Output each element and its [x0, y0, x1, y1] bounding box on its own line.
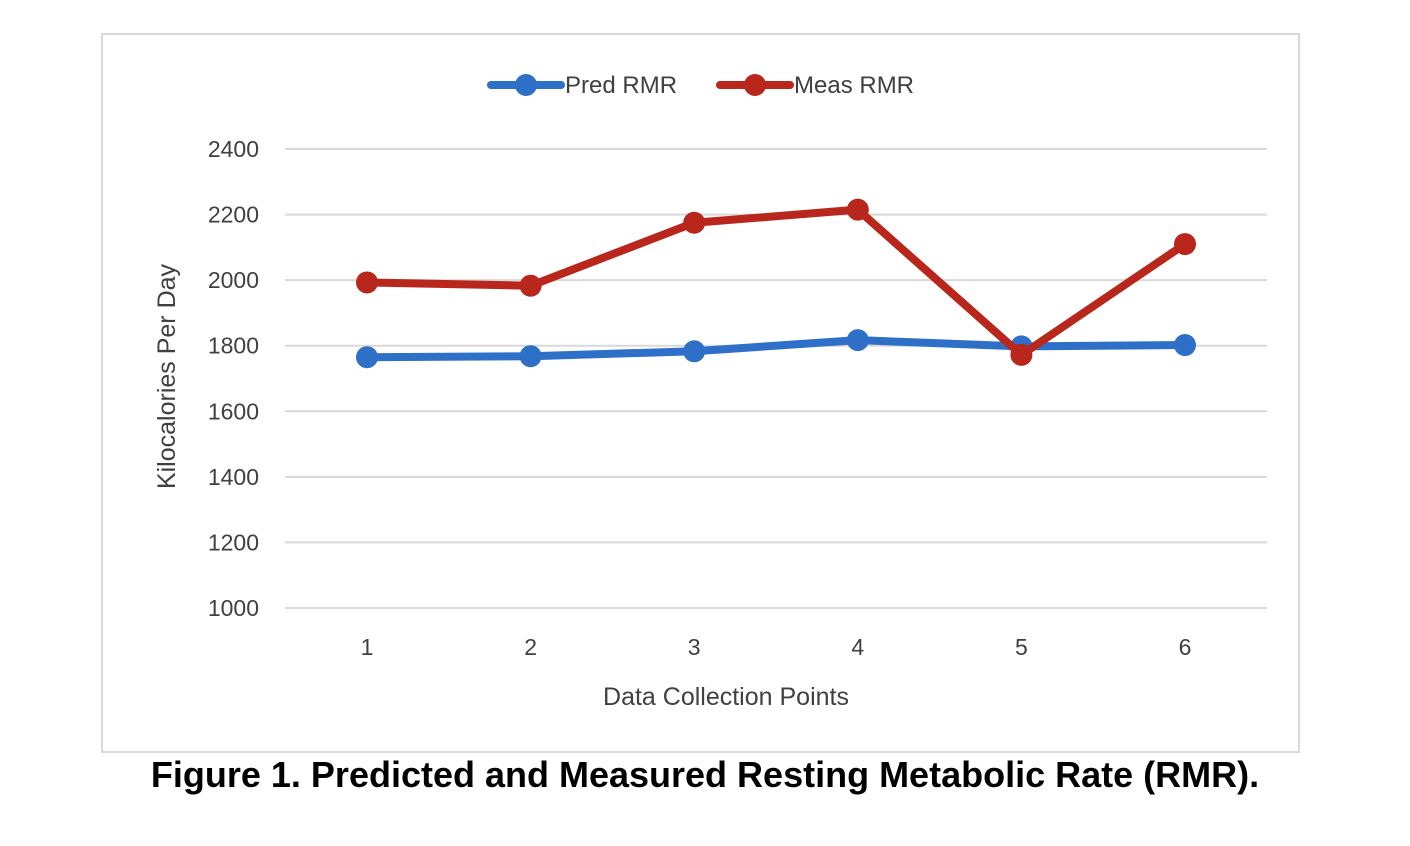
data-point	[1174, 233, 1196, 256]
legend-item: Pred RMR	[487, 72, 677, 99]
data-point	[683, 340, 706, 363]
y-tick-label: 2200	[208, 202, 259, 228]
x-tick-label: 1	[361, 634, 374, 660]
legend-item: Meas RMR	[716, 72, 914, 99]
data-point	[356, 346, 378, 369]
y-tick-label: 2400	[208, 136, 259, 162]
x-tick-label: 2	[524, 634, 537, 660]
legend-marker	[515, 74, 537, 96]
series-line	[363, 336, 1189, 362]
data-point	[519, 274, 542, 297]
data-point	[356, 271, 378, 294]
figure-caption: Figure 1. Predicted and Measured Resting…	[150, 754, 1260, 795]
x-tick-label: 3	[688, 634, 701, 660]
series-line	[363, 205, 1189, 359]
y-axis-title: Kilocalories Per Day	[153, 263, 181, 489]
x-tick-label: 4	[851, 634, 864, 660]
data-point	[519, 345, 542, 368]
y-tick-label: 1200	[208, 529, 259, 555]
legend: Pred RMR Meas RMR	[487, 72, 914, 99]
data-point	[846, 329, 869, 352]
x-tick-label: 6	[1179, 634, 1192, 660]
data-point	[1010, 343, 1033, 366]
legend-label: Pred RMR	[565, 72, 677, 99]
series-lines	[356, 198, 1196, 369]
y-tick-label: 2000	[208, 267, 259, 293]
x-axis-title: Data Collection Points	[603, 683, 849, 711]
y-tick-label: 1400	[208, 464, 259, 490]
series-meas-rmr	[356, 198, 1196, 366]
data-point	[846, 198, 869, 221]
y-tick-label: 1600	[208, 398, 259, 424]
data-point	[1174, 334, 1196, 357]
x-tick-labels: 1 2 3 4 5 6	[361, 634, 1192, 660]
y-tick-label: 1000	[208, 595, 259, 621]
y-tick-labels: 1000 1200 1400 1600 1800 2000 2200 2400	[208, 136, 259, 621]
series-pred-rmr	[356, 329, 1196, 369]
y-tick-label: 1800	[208, 333, 259, 359]
x-tick-label: 5	[1015, 634, 1028, 660]
legend-marker	[744, 74, 766, 96]
legend-label: Meas RMR	[794, 72, 914, 99]
data-point	[683, 211, 706, 234]
